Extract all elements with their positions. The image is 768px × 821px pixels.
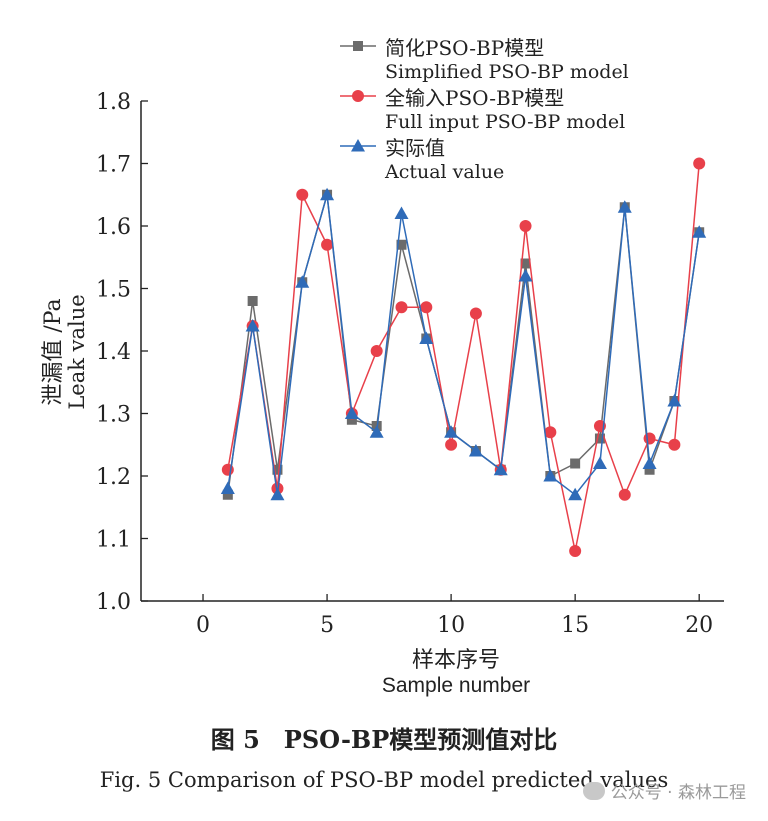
legend-marker [352,90,364,102]
data-point [444,425,459,438]
y-tick-label: 1.5 [96,278,131,303]
x-axis-label-en: Sample number [382,674,530,697]
data-point [568,487,583,501]
data-point [247,296,258,306]
data-point [394,206,409,219]
y-tick-label: 1.1 [96,528,131,553]
legend-label-en: Actual value [384,161,504,183]
data-point [295,275,310,288]
figure-caption-en: Fig. 5 Comparison of PSO-BP model predic… [99,768,669,792]
data-point [544,426,557,439]
x-axis-label-cn: 样本序号 [412,648,500,673]
data-point [272,464,283,475]
data-point [220,481,235,494]
x-tick-label: 0 [196,613,210,638]
chart-axes: 1.0 1.1 1.2 1.3 1.4 1.5 1.6 1.7 1.8 0 5 10 15 20 [96,90,724,638]
data-point [396,239,407,250]
series-layer [220,157,707,557]
y-axis-label-cn: 泄漏值 /Pa [41,298,66,405]
data-point [493,462,508,476]
y-tick-label: 1.8 [96,90,131,115]
legend-label-cn: 简化PSO-BP模型 [385,36,544,60]
data-point [667,394,682,407]
legend-label-cn: 全输入PSO-BP模型 [385,86,564,110]
data-point [519,220,532,232]
y-axis-label-en: Leak value [65,294,89,409]
data-point [643,432,656,445]
data-point [668,438,681,451]
data-point [296,188,309,201]
x-tick-label: 5 [320,613,334,638]
y-tick-label: 1.3 [96,403,131,428]
data-point [420,301,433,314]
data-point [569,545,582,557]
x-tick-label: 15 [561,613,589,638]
data-point [270,487,285,501]
legend-label-en: Full input PSO-BP model [385,111,625,133]
series-line [227,163,700,552]
data-point [321,238,334,251]
data-point [520,258,531,269]
y-tick-label: 1.0 [96,590,131,615]
legend-label-en: Simplified PSO-BP model [385,61,629,83]
watermark-text: 公众号 · 森林工程 [610,783,746,803]
data-point [445,438,458,451]
data-point [222,489,233,500]
data-point [518,269,533,282]
data-point [644,464,655,475]
legend-marker [351,139,365,152]
series-line [227,194,700,496]
x-tick-label: 20 [685,613,713,638]
series-2 [221,157,706,557]
data-point [419,331,434,344]
data-point [570,458,581,469]
data-point [543,469,558,482]
wechat-icon [582,781,605,800]
legend-marker [353,41,363,51]
data-point [594,433,605,444]
data-point [693,157,706,170]
data-point [468,444,483,457]
data-point [344,406,359,419]
x-tick-label: 10 [437,613,465,638]
data-point [692,225,707,238]
data-point [395,301,408,314]
watermark: 公众号 · 森林工程 [582,778,746,803]
series-3 [220,187,707,501]
data-point [592,456,607,469]
data-point [618,488,631,501]
y-tick-label: 1.6 [96,215,131,240]
data-point [469,307,482,320]
data-point [320,187,335,201]
y-tick-label: 1.2 [96,465,131,490]
data-point [369,425,384,438]
figure-caption-cn: 图 5 PSO-BP模型预测值对比 [210,725,558,754]
data-point [617,200,632,213]
legend-label-cn: 实际值 [385,136,445,160]
data-point [642,456,657,469]
data-point [370,345,383,357]
line-chart: 1.0 1.1 1.2 1.3 1.4 1.5 1.6 1.7 1.8 0 5 10 15 20 简化PS… [41,36,724,697]
data-point [245,319,260,332]
data-point [346,414,357,425]
y-tick-label: 1.7 [96,153,131,178]
y-tick-label: 1.4 [96,340,131,365]
